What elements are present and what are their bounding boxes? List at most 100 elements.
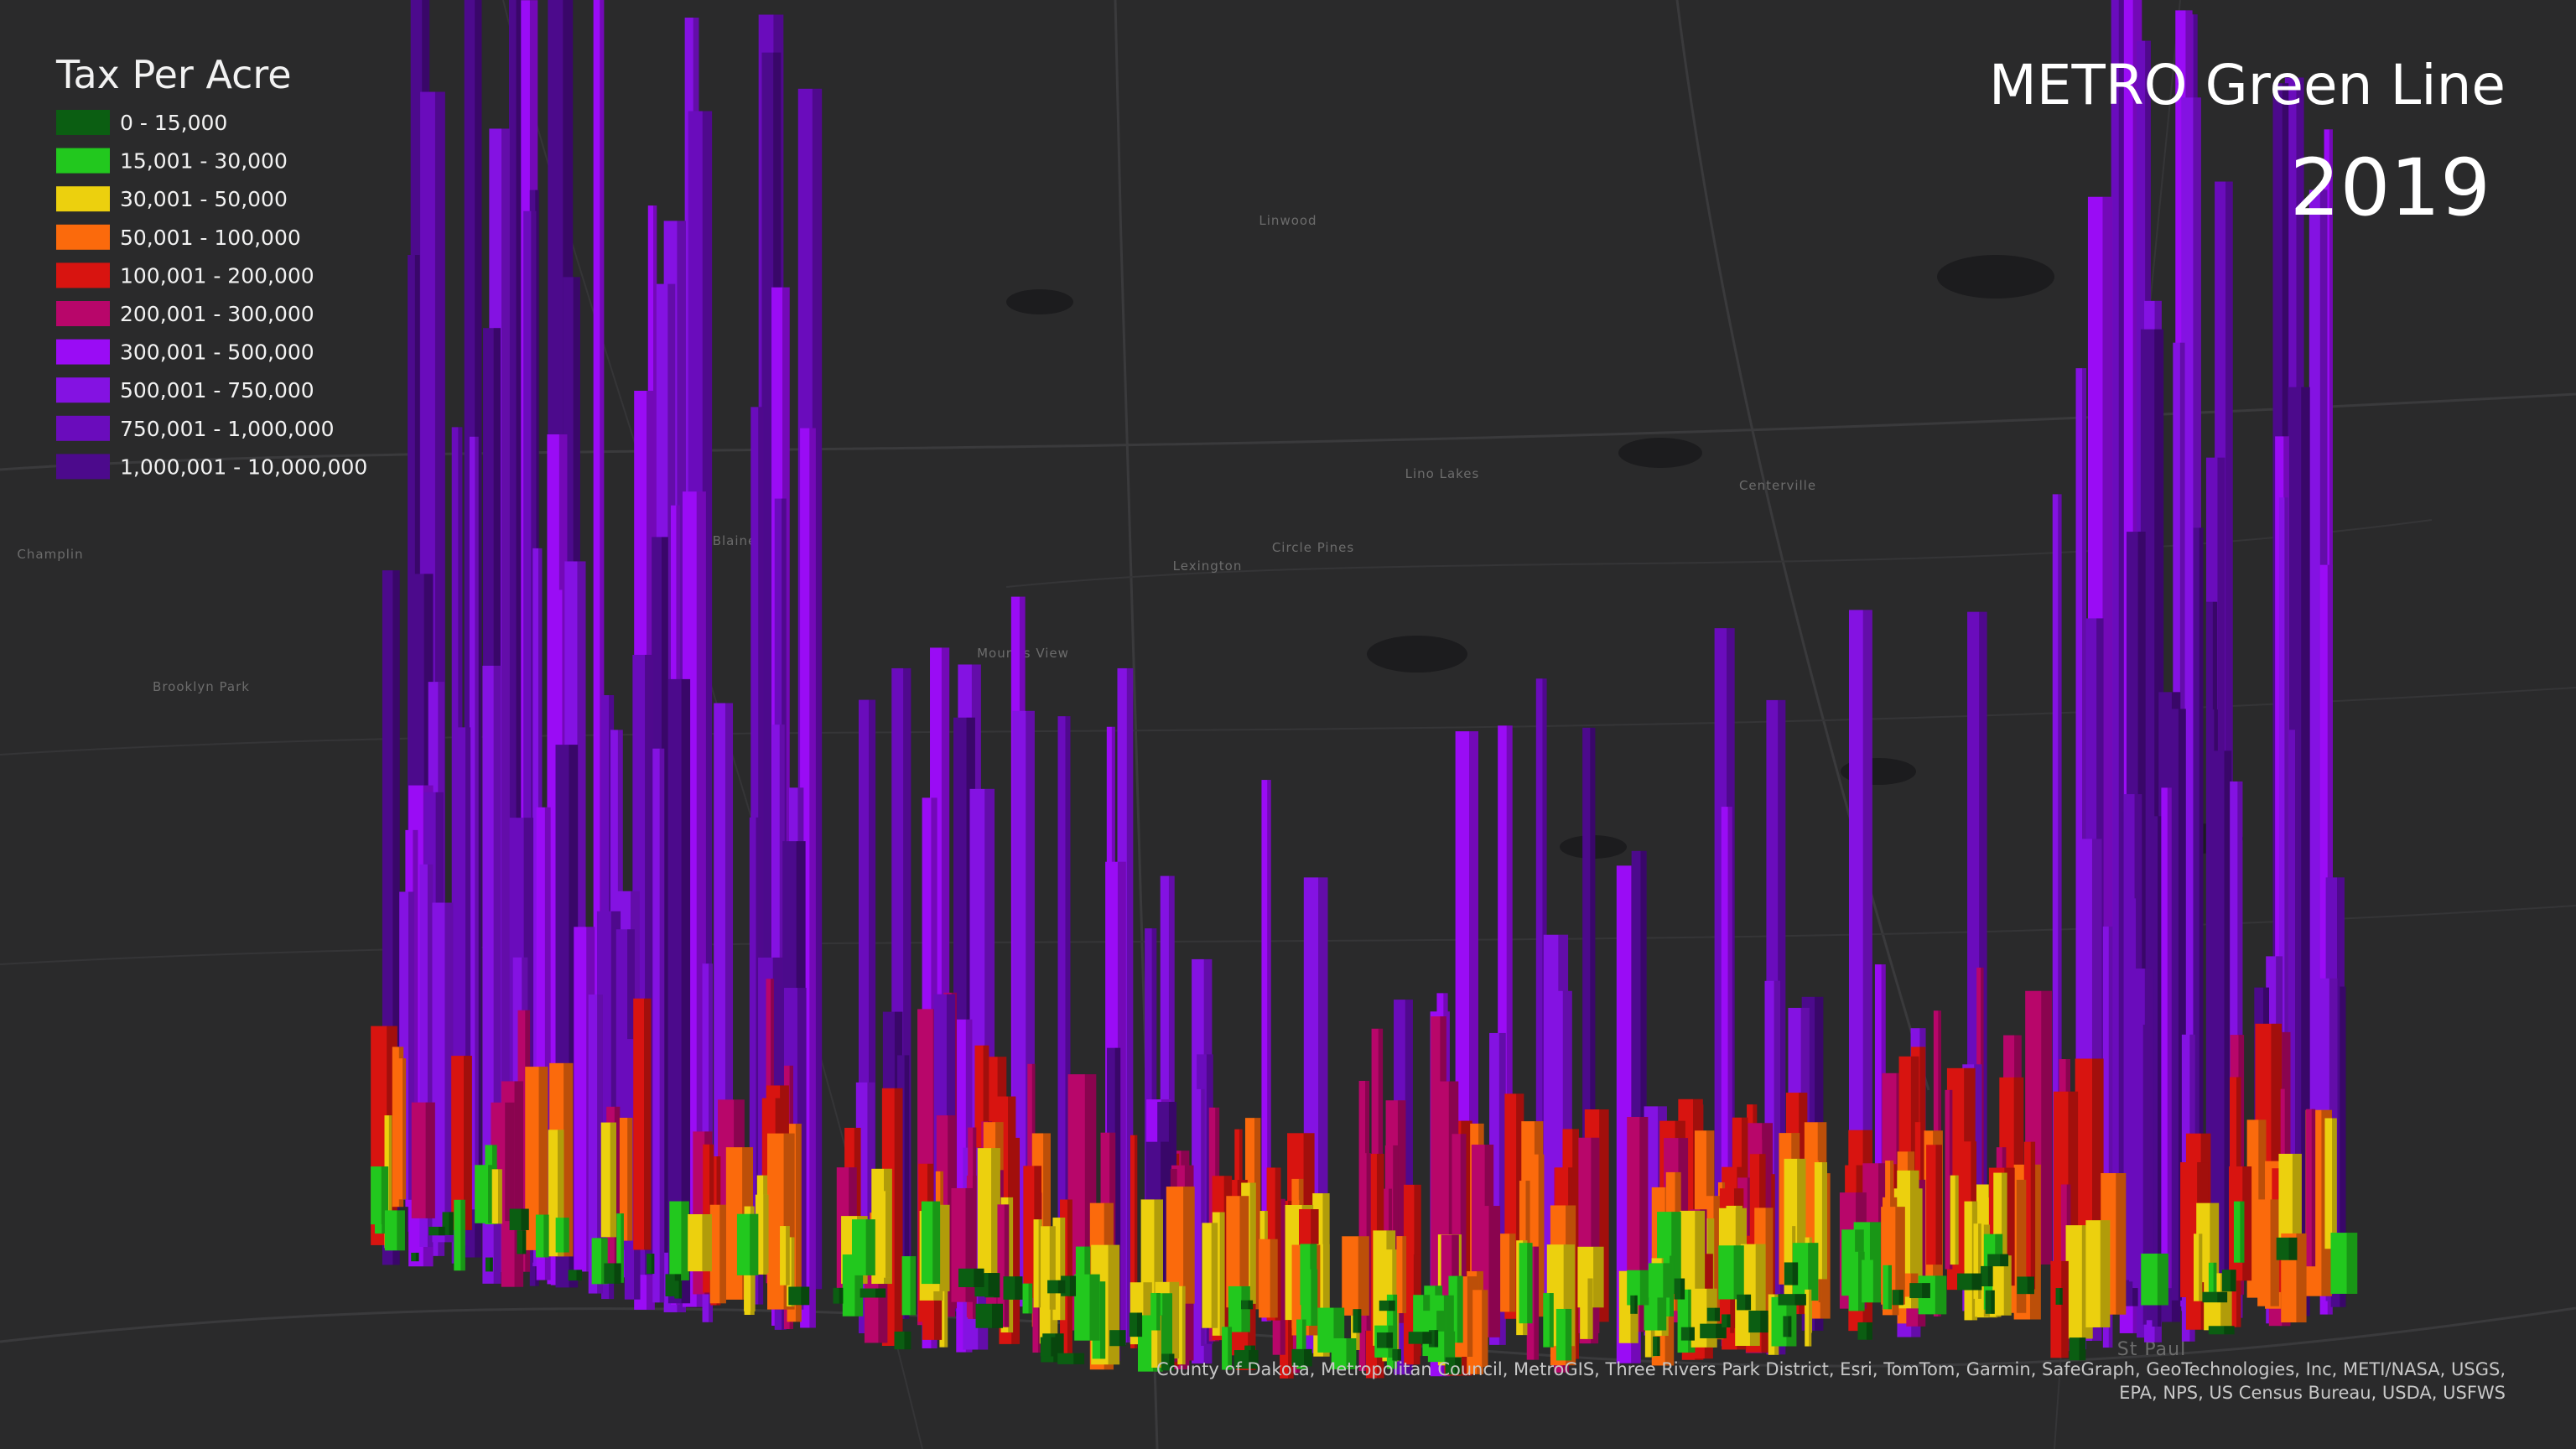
bar-side [1640,850,1647,1306]
bar [1130,1135,1138,1348]
map-label: Centerville [1739,478,1816,493]
bar [2161,787,2172,1289]
bar [833,1287,844,1304]
bar-side [2288,1237,2298,1260]
bar-side [786,1226,790,1285]
lake [1618,438,1702,468]
bar-side [1527,1243,1533,1324]
bar-side [1979,611,1987,1254]
bar-side [1469,731,1478,1368]
bar-side [2061,1260,2069,1358]
bar [1003,1276,1023,1300]
bar [975,1303,1003,1328]
bar [2257,1199,2279,1306]
bar-side [1143,1282,1152,1345]
bar-side [2144,969,2153,1289]
attribution-line: EPA, NPS, US Census Bureau, USDA, USFWS [2119,1383,2506,1403]
bar-side [465,727,471,1246]
bar-side [444,902,454,1243]
map-label: St Paul [2117,1339,2186,1360]
bar-side [1538,1154,1545,1317]
bar [2017,1276,2034,1295]
bar-side [939,1204,950,1291]
bar-side [2199,1233,2203,1301]
bar-side [1689,1327,1695,1341]
bar [1718,1245,1744,1300]
bar-side [1460,1134,1467,1325]
bar-side [1057,1280,1066,1294]
bar [1301,1269,1318,1326]
bar-side [627,1117,633,1241]
bar-side [1162,1293,1173,1358]
bar-side [1099,1281,1106,1359]
bar-side [2224,750,2232,1320]
bar [2167,709,2186,1301]
bar-side [702,111,713,1269]
bar-side [1858,1251,1865,1311]
road [1675,0,1930,1091]
bar [1987,1254,2009,1267]
bar [669,1201,689,1280]
bar [977,1148,1000,1285]
bar [652,748,665,1303]
bar [604,1263,621,1284]
bar-side [1444,1331,1456,1363]
bar-side [1935,1275,1947,1315]
bar-side [1872,1259,1881,1303]
bar [1784,1262,1799,1285]
bar-side [661,537,668,1253]
bar [1408,1332,1432,1344]
bar [1805,1289,1812,1347]
attribution-line: County of Dakota, Metropolitan Council, … [1156,1359,2506,1379]
bar [2208,1326,2235,1335]
bar [397,1058,407,1200]
bar [1353,1309,1362,1333]
bar-side [2346,1233,2358,1294]
bar-side [1765,1208,1774,1315]
bar [2052,494,2062,1325]
bar-side [1774,980,1781,1343]
bar-side [1714,1307,1720,1322]
bar [2330,1233,2358,1294]
bar [780,1226,790,1285]
bar-side [1488,1206,1501,1337]
bar-side [475,436,479,1210]
legend: Tax Per Acre 0 - 15,000 15,001 - 30,000 30… [55,52,367,480]
bar-side [867,1082,875,1293]
bar-side [460,1199,465,1271]
bar-side [1008,1096,1016,1291]
bar-side [408,891,415,1200]
bar [384,1210,405,1251]
bar-side [965,1187,975,1302]
bar [1500,1233,1516,1312]
bar-side [1727,1314,1731,1328]
bar [1653,1336,1660,1357]
bar-side [2230,1270,2236,1292]
bar-side [1808,1243,1819,1301]
bar [2137,1025,2147,1325]
bar-side [493,665,501,1284]
bar-side [1498,1032,1506,1345]
bar [411,1252,419,1262]
bar [2202,1291,2228,1303]
bar-side [1599,1109,1609,1322]
bar-side [2294,730,2299,1278]
bar-side [614,1106,621,1284]
bar [1883,1265,1893,1310]
bar [1057,1353,1085,1364]
bar-side [1301,1319,1306,1369]
bar-side [2242,1166,2252,1281]
bar-side [1393,1145,1399,1312]
bar-side [2102,196,2113,1316]
bar-side [1211,1223,1218,1328]
bar [485,1257,493,1272]
bar-side [696,491,706,1307]
bar-side [1657,1275,1667,1331]
bar [517,1230,527,1254]
bar [1945,1089,1953,1270]
bar-side [576,1270,583,1281]
bar-side [910,1256,917,1316]
bar-side [2224,1326,2235,1335]
bar-side [1534,1246,1540,1360]
bar [588,995,603,1294]
